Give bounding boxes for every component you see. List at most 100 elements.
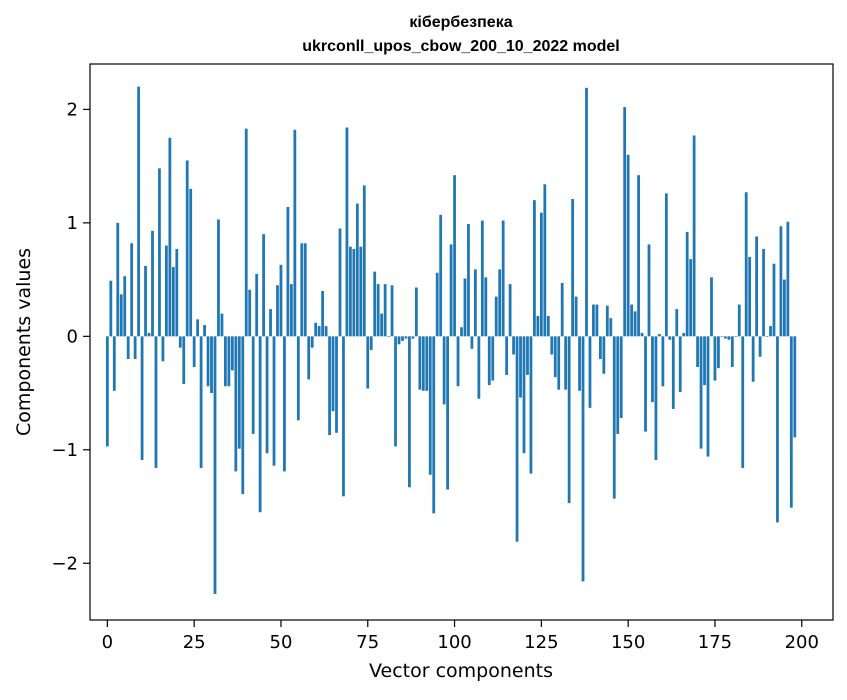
bar-34	[224, 336, 227, 387]
bar-153	[637, 175, 640, 337]
bar-170	[696, 336, 699, 367]
bar-197	[789, 336, 793, 508]
bar-36	[230, 336, 234, 371]
bar-121	[526, 336, 529, 375]
bar-117	[512, 336, 515, 355]
bar-102	[460, 327, 463, 337]
bar-129	[553, 336, 557, 378]
bar-74	[362, 185, 366, 337]
bar-180	[730, 336, 734, 367]
bar-176	[717, 336, 720, 369]
bar-27	[199, 336, 203, 468]
y-axis-label: Components values	[13, 248, 35, 436]
bar-25	[192, 336, 196, 367]
bar-98	[446, 336, 449, 490]
bar-130	[557, 336, 561, 390]
bar-48	[272, 336, 276, 466]
bars-group	[105, 86, 797, 594]
bar-146	[612, 336, 616, 499]
bar-165	[678, 336, 682, 392]
bar-33	[220, 313, 224, 337]
bar-150	[626, 154, 630, 337]
bar-172	[703, 336, 706, 386]
chart-title: кібербезпека	[409, 14, 512, 31]
x-tick-label: 50	[270, 632, 293, 653]
bar-17	[164, 245, 168, 337]
x-axis-label: Vector components	[369, 660, 553, 682]
bar-174	[710, 277, 713, 337]
bar-47	[269, 309, 272, 337]
bar-62	[321, 290, 325, 337]
bar-18	[168, 137, 172, 337]
bar-188	[758, 336, 762, 357]
y-axis-ticks: −2 −1 0 1 2	[51, 99, 90, 574]
bar-65	[331, 336, 335, 412]
x-tick-label: 175	[698, 632, 732, 653]
bar-114	[501, 220, 505, 337]
x-tick-label: 200	[785, 632, 819, 653]
plot-frame	[89, 63, 834, 621]
bar-35	[227, 336, 231, 387]
bar-30	[210, 336, 213, 394]
bar-132	[564, 336, 568, 390]
bar-127	[546, 315, 550, 337]
bar-82	[390, 285, 394, 337]
bar-56	[300, 243, 304, 337]
bar-67	[338, 228, 342, 337]
bar-147	[616, 336, 620, 434]
bar-161	[664, 193, 668, 337]
bar-193	[776, 336, 779, 523]
bar-60	[314, 322, 318, 337]
bar-10	[140, 336, 144, 461]
bar-126	[543, 184, 547, 337]
bar-80	[383, 284, 387, 337]
bar-128	[550, 336, 554, 355]
bar-22	[182, 336, 186, 384]
x-tick-label: 100	[437, 632, 471, 653]
bar-100	[453, 175, 456, 337]
bar-149	[623, 107, 627, 337]
x-tick-label: 75	[356, 632, 379, 653]
bar-157	[651, 336, 654, 403]
bar-86	[404, 336, 408, 339]
y-tick-label: −2	[51, 553, 78, 574]
bar-31	[213, 336, 217, 594]
bar-112	[494, 296, 498, 337]
bar-14	[154, 336, 158, 468]
bar-142	[598, 336, 602, 360]
bar-178	[723, 336, 727, 339]
bar-163	[671, 336, 675, 409]
bar-138	[585, 87, 588, 337]
bar-55	[296, 336, 300, 421]
bar-137	[581, 336, 585, 582]
bar-151	[630, 304, 634, 337]
bar-175	[713, 336, 717, 381]
bar-9	[137, 86, 140, 337]
bar-140	[592, 304, 595, 337]
bar-83	[394, 336, 397, 447]
bar-141	[595, 304, 599, 337]
bar-1	[109, 280, 113, 337]
bar-145	[609, 318, 613, 337]
bar-32	[217, 219, 220, 337]
bar-168	[689, 259, 693, 337]
bar-38	[237, 336, 241, 449]
bar-51	[283, 336, 286, 472]
bar-97	[442, 336, 446, 405]
bar-125	[539, 212, 543, 337]
bar-159	[658, 334, 661, 337]
bar-101	[456, 336, 460, 387]
bar-77	[373, 271, 377, 337]
x-tick-label: 125	[524, 632, 558, 653]
bar-108	[480, 220, 484, 337]
bar-166	[682, 332, 686, 337]
bar-15	[158, 168, 161, 337]
bar-13	[151, 230, 154, 337]
bar-118	[515, 336, 519, 542]
bar-28	[203, 324, 206, 337]
bar-186	[751, 336, 755, 382]
bar-59	[310, 336, 314, 348]
bar-173	[706, 336, 710, 457]
bar-11	[144, 265, 147, 337]
bar-89	[414, 287, 418, 337]
